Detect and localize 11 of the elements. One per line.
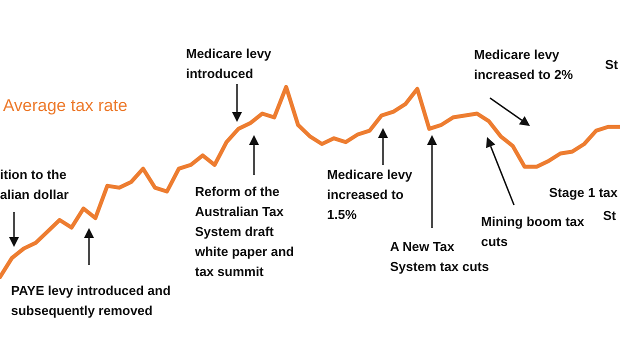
text: St (605, 56, 618, 74)
text: Average tax rate (3, 96, 128, 115)
text: Medicare levy introduced (186, 45, 272, 83)
annotation: Mining boom tax cuts (481, 213, 584, 251)
annotation: Reform of the Australian Tax System draft white paper and tax summit (195, 183, 294, 281)
annotation: St (603, 207, 616, 225)
annotation: ition to the alian dollar (0, 166, 69, 204)
text: Medicare levy increased to 2% (474, 46, 573, 84)
annotation: Medicare levy increased to 1.5% (327, 166, 412, 224)
annotation: Stage 1 tax (549, 184, 618, 202)
text: PAYE levy introduced and subsequently removed (11, 282, 171, 320)
